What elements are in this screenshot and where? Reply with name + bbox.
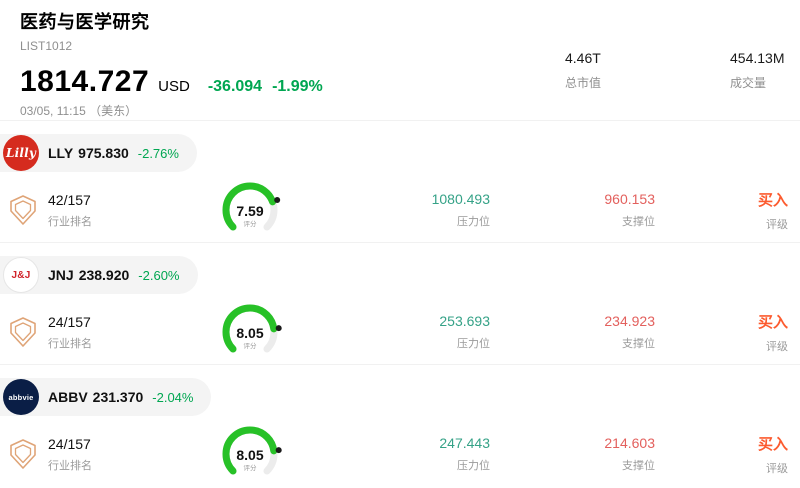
score-gauge-cell: 8.05 评分	[190, 302, 310, 362]
quote-datetime: 03/05, 11:15 （美东）	[20, 104, 138, 118]
stock-logo: J&J	[3, 257, 39, 293]
stock-logo: Lilly	[3, 135, 39, 171]
current-price: 1814.727	[20, 65, 150, 98]
rank-label: 行业排名	[48, 337, 92, 350]
rank-text: 24/157 行业排名	[48, 314, 92, 351]
score-gauge: 7.59 评分	[222, 182, 281, 231]
stock-price: 231.370	[92, 389, 144, 405]
resistance-cell: 1080.493 压力位	[310, 191, 490, 229]
stock-list: Lilly LLY 975.830 -2.76% 42/157 行业排名	[0, 120, 800, 486]
stock-change: -2.04%	[152, 389, 194, 405]
volume-value: 454.13M	[730, 50, 785, 66]
rating-value[interactable]: 买入	[757, 191, 788, 209]
support-label: 支撑位	[622, 460, 655, 472]
score-value: 7.59	[236, 203, 263, 219]
support-value: 234.923	[604, 313, 655, 329]
score-gauge-cell: 7.59 评分	[190, 180, 310, 240]
rank-badge-icon	[10, 317, 36, 347]
resistance-label: 压力位	[457, 216, 490, 228]
support-cell: 960.153 支撑位	[490, 191, 655, 229]
score-gauge-cell: 8.05 评分	[190, 424, 310, 484]
gauge-needle-dot	[275, 447, 282, 454]
score-label: 评分	[244, 341, 258, 350]
rank-text: 24/157 行业排名	[48, 436, 92, 473]
rating-value[interactable]: 买入	[757, 435, 788, 453]
stock-ticker: JNJ	[48, 267, 74, 283]
resistance-label: 压力位	[457, 460, 490, 472]
industry-rank: 42/157 行业排名	[0, 192, 190, 229]
stock-change: -2.76%	[137, 145, 179, 161]
score-label: 评分	[244, 463, 258, 472]
price-change-amount: -36.094	[207, 78, 263, 95]
list-id: LIST1012	[20, 39, 73, 53]
score-gauge: 8.05 评分	[222, 426, 282, 475]
gauge-needle-dot	[275, 325, 282, 332]
stock-metrics: 24/157 行业排名 8.05 评分 247.443 压力位 214.603	[0, 422, 800, 486]
currency-label: USD	[158, 78, 190, 95]
score-value: 8.05	[236, 325, 263, 341]
stock-metrics: 42/157 行业排名 7.59 评分 1080.493 压力位 960.153	[0, 178, 800, 242]
header: 医药与医学研究 LIST1012 1814.727 USD -36.094 -1…	[0, 0, 800, 120]
stock-price: 238.920	[78, 267, 130, 283]
rating-cell: 买入 评级	[655, 311, 800, 354]
resistance-value: 247.443	[439, 435, 490, 451]
support-value: 960.153	[604, 191, 655, 207]
stock-change: -2.60%	[138, 267, 180, 283]
resistance-value: 253.693	[439, 313, 490, 329]
rating-label: 评级	[766, 218, 788, 231]
volume-label: 成交量	[730, 76, 767, 90]
stock-price: 975.830	[78, 145, 129, 161]
volume-stat: 454.13M 成交量	[730, 50, 784, 91]
gauge-needle-dot	[274, 197, 281, 203]
support-label: 支撑位	[622, 216, 655, 228]
rank-value: 24/157	[48, 435, 91, 452]
score-gauge: 8.05 评分	[222, 304, 282, 353]
support-value: 214.603	[604, 435, 655, 451]
resistance-label: 压力位	[457, 338, 490, 350]
rank-value: 42/157	[48, 191, 91, 208]
industry-rank: 24/157 行业排名	[0, 436, 190, 473]
page-title: 医药与医学研究	[20, 12, 150, 32]
resistance-cell: 247.443 压力位	[310, 435, 490, 473]
stock-ticker: ABBV	[48, 389, 88, 405]
stock-row[interactable]: J&J JNJ 238.920 -2.60% 24/157 行业排名	[0, 242, 800, 364]
stock-ticker: LLY	[48, 145, 74, 161]
market-cap-stat: 4.46T 总市值	[565, 50, 601, 91]
market-cap-value: 4.46T	[565, 50, 601, 66]
rating-label: 评级	[766, 340, 788, 353]
gauge-fill-arc	[222, 304, 278, 353]
rating-value[interactable]: 买入	[757, 313, 788, 331]
gauge-fill-arc	[222, 426, 278, 475]
stock-row[interactable]: abbvie ABBV 231.370 -2.04% 24/157 行业排名	[0, 364, 800, 486]
resistance-value: 1080.493	[431, 191, 490, 207]
rank-value: 24/157	[48, 313, 91, 330]
score-value: 8.05	[236, 447, 263, 463]
rating-cell: 买入 评级	[655, 189, 800, 232]
rank-badge-icon	[10, 195, 36, 225]
support-cell: 234.923 支撑位	[490, 313, 655, 351]
support-cell: 214.603 支撑位	[490, 435, 655, 473]
market-cap-label: 总市值	[565, 76, 602, 90]
ticker-strip[interactable]: Lilly LLY 975.830 -2.76%	[0, 134, 197, 172]
rank-text: 42/157 行业排名	[48, 192, 92, 229]
rank-badge-icon	[10, 439, 36, 469]
industry-rank: 24/157 行业排名	[0, 314, 190, 351]
stock-metrics: 24/157 行业排名 8.05 评分 253.693 压力位 234.923	[0, 300, 800, 364]
support-label: 支撑位	[622, 338, 655, 350]
ticker-strip[interactable]: abbvie ABBV 231.370 -2.04%	[0, 378, 212, 416]
rating-label: 评级	[766, 462, 788, 475]
score-label: 评分	[244, 219, 258, 228]
gauge-fill-arc	[222, 182, 278, 231]
rank-label: 行业排名	[48, 215, 92, 228]
stock-logo: abbvie	[3, 379, 39, 415]
stock-row[interactable]: Lilly LLY 975.830 -2.76% 42/157 行业排名	[0, 120, 800, 242]
price-change-percent: -1.99%	[272, 78, 323, 95]
rating-cell: 买入 评级	[655, 433, 800, 476]
resistance-cell: 253.693 压力位	[310, 313, 490, 351]
rank-label: 行业排名	[48, 459, 92, 472]
ticker-strip[interactable]: J&J JNJ 238.920 -2.60%	[0, 256, 198, 294]
price-line: 1814.727 USD -36.094 -1.99%	[20, 65, 780, 99]
